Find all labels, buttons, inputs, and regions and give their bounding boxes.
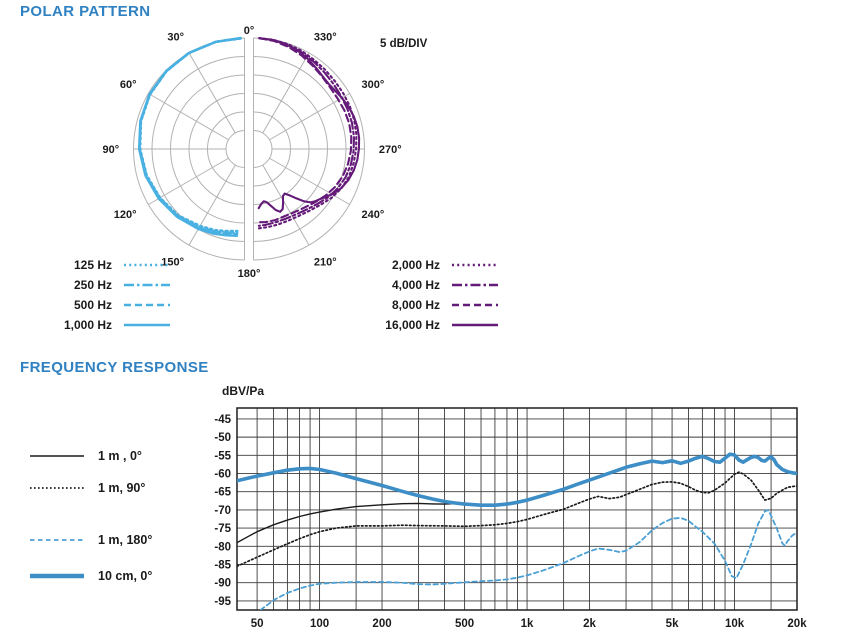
legend-label: 8,000 Hz [391, 298, 440, 312]
freq-legend-label: 1 m , 0° [98, 449, 142, 463]
legend-item-2000Hz: 2,000 Hz [350, 258, 500, 272]
y-axis-tick-label: -65 [214, 487, 231, 499]
freq-legend-item-1m0: 1 m , 0° [28, 448, 142, 464]
legend-line-sample [124, 263, 170, 267]
frequency-response-chart: -45 -50 -55 -60 -65 -70 -75 -80 -85 -90 -95 50 100 20… [200, 398, 841, 640]
polar-pattern-title: POLAR PATTERN [20, 3, 151, 20]
legend-line-sample [452, 303, 498, 307]
freq-legend-label: 1 m, 180° [98, 533, 153, 547]
freq-curve-1m90 [237, 471, 797, 568]
x-axis-tick-label: 100 [310, 618, 329, 630]
freq-legend-line-sample [30, 573, 84, 579]
frequency-response-title: FREQUENCY RESPONSE [20, 359, 209, 376]
legend-item-16000Hz: 16,000 Hz [350, 318, 500, 332]
polar-angle-label: 60° [120, 79, 137, 91]
polar-angle-label: 180° [238, 268, 261, 280]
legend-label: 250 Hz [73, 278, 112, 292]
polar-angle-label: 270° [379, 144, 402, 156]
freq-curve-10cm0 [237, 452, 797, 507]
freq-curve-1m180 [259, 509, 797, 610]
freq-legend-line-sample [30, 539, 84, 541]
y-axis-tick-label: -95 [214, 596, 231, 608]
polar-legend-low-frequencies: 125 Hz 250 Hz 500 Hz 1,000 Hz [22, 258, 172, 332]
polar-curve-16000Hz [257, 37, 361, 213]
legend-label: 2,000 Hz [391, 258, 440, 272]
polar-curve-500Hz [138, 36, 242, 236]
freq-legend-line-sample [30, 487, 84, 489]
freq-curve-1m0 [237, 453, 797, 544]
legend-label: 1,000 Hz [63, 318, 112, 332]
legend-item-125Hz: 125 Hz [22, 258, 172, 272]
freq-legend-item-1m180: 1 m, 180° [28, 532, 152, 548]
y-axis-tick-label: -45 [214, 414, 231, 426]
legend-item-250Hz: 250 Hz [22, 278, 172, 292]
freq-unit-label: dBV/Pa [222, 384, 265, 398]
polar-angle-label: 0° [244, 25, 255, 37]
polar-curve-4000Hz [257, 37, 356, 227]
x-axis-tick-label: 10k [725, 618, 745, 630]
y-axis-tick-label: -80 [214, 541, 231, 553]
polar-curve-8000Hz [256, 37, 353, 224]
legend-line-sample [452, 263, 498, 267]
freq-legend-label: 10 cm, 0° [98, 569, 153, 583]
legend-label: 125 Hz [73, 258, 112, 272]
x-axis-tick-label: 5k [666, 618, 679, 630]
legend-line-sample [124, 323, 170, 327]
legend-label: 500 Hz [73, 298, 112, 312]
polar-legend-high-frequencies: 2,000 Hz 4,000 Hz 8,000 Hz 16,000 Hz [350, 258, 500, 332]
polar-angle-label: 330° [314, 32, 337, 44]
legend-label: 4,000 Hz [391, 278, 440, 292]
freq-legend-line-sample [30, 455, 84, 457]
legend-item-4000Hz: 4,000 Hz [350, 278, 500, 292]
polar-curve-2000Hz [257, 37, 358, 230]
polar-scale-label: 5 dB/DIV [380, 38, 428, 50]
legend-item-500Hz: 500 Hz [22, 298, 172, 312]
y-axis-tick-label: -85 [214, 560, 231, 572]
freq-legend-item-1m90: 1 m, 90° [28, 480, 145, 496]
legend-line-sample [124, 303, 170, 307]
polar-angle-label: 30° [167, 32, 184, 44]
y-axis-tick-label: -90 [214, 578, 231, 590]
y-axis-tick-label: -75 [214, 523, 231, 535]
legend-item-8000Hz: 8,000 Hz [350, 298, 500, 312]
legend-label: 16,000 Hz [385, 318, 440, 332]
polar-curve-1000Hz [137, 36, 242, 238]
legend-line-sample [124, 283, 170, 287]
freq-legend-item-10cm0: 10 cm, 0° [28, 568, 152, 584]
polar-chart-svg: 0°30°60°90°120°150°180°210°240°270°300°3… [102, 25, 402, 280]
x-axis-tick-label: 200 [372, 618, 391, 630]
polar-angle-label: 300° [361, 79, 384, 91]
x-axis-tick-label: 500 [455, 618, 474, 630]
x-axis-tick-label: 20k [787, 618, 807, 630]
x-axis-tick-label: 1k [521, 618, 534, 630]
y-axis-tick-label: -50 [214, 432, 231, 444]
y-axis-tick-label: -60 [214, 469, 231, 481]
polar-angle-label: 90° [102, 144, 119, 156]
freq-legend-label: 1 m, 90° [98, 481, 146, 495]
x-axis-tick-label: 50 [251, 618, 264, 630]
legend-line-sample [452, 323, 498, 327]
legend-item-1000Hz: 1,000 Hz [22, 318, 172, 332]
polar-angle-label: 240° [361, 209, 384, 221]
freq-chart-svg: -45 -50 -55 -60 -65 -70 -75 -80 -85 -90 -95 50 100 20… [214, 407, 807, 630]
x-axis-tick-label: 2k [583, 618, 596, 630]
polar-angle-label: 120° [114, 209, 137, 221]
polar-pattern-chart: 0° 30° 60° 90° 120° 150° 180° 210° 240° 270° 300° 3… [70, 12, 430, 293]
legend-line-sample [452, 283, 498, 287]
y-axis-tick-label: -70 [214, 505, 231, 517]
polar-angle-label: 210° [314, 256, 337, 268]
y-axis-tick-label: -55 [214, 450, 231, 462]
